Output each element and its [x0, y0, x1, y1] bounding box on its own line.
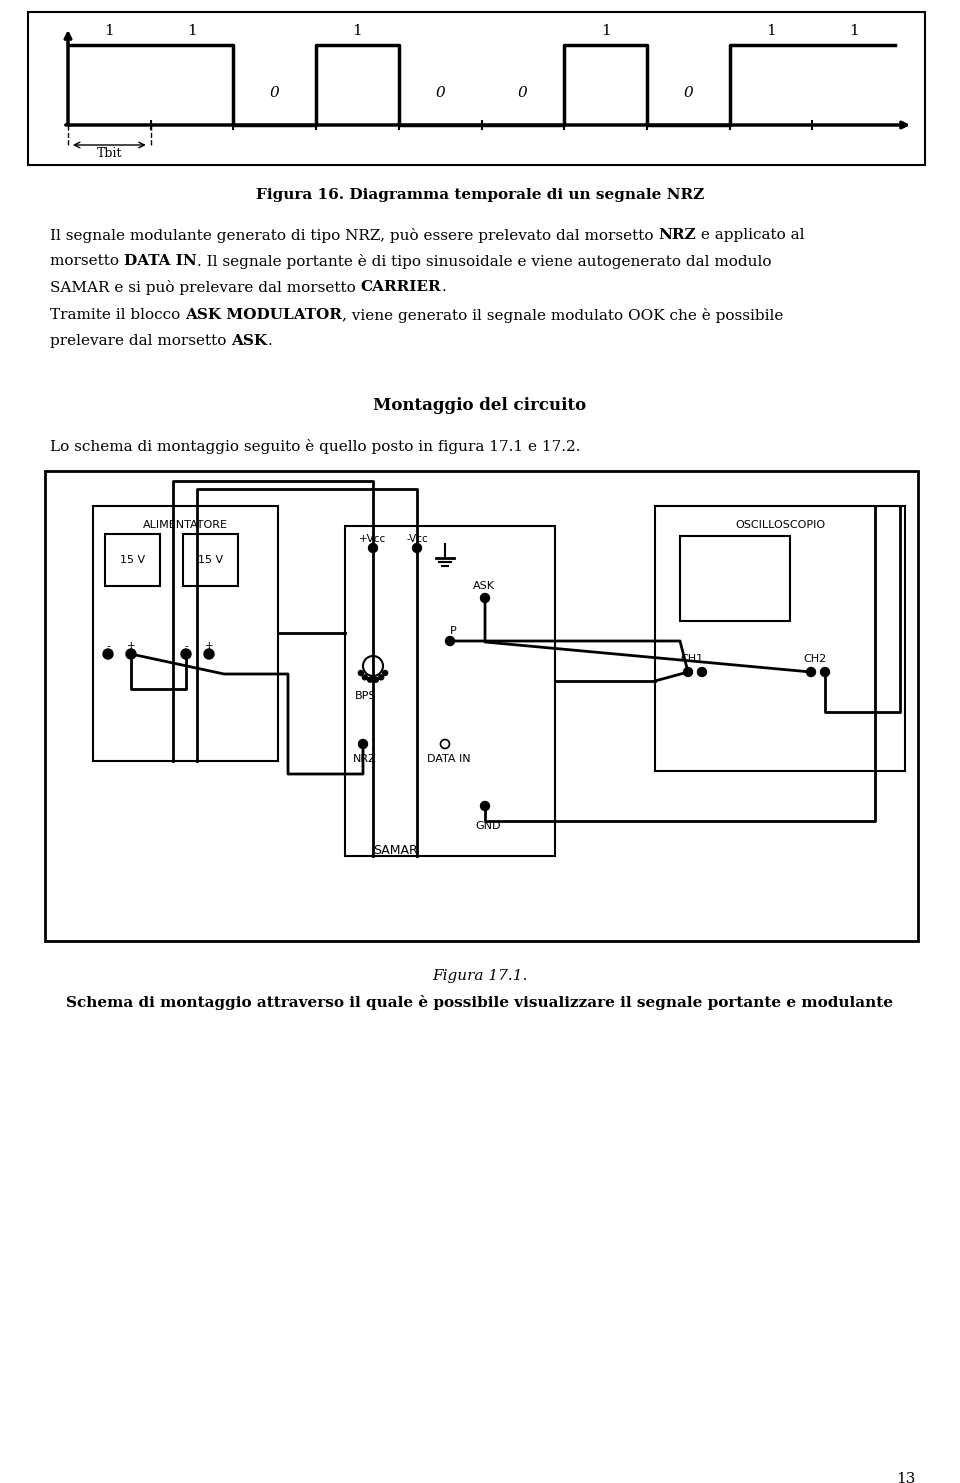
- Text: prelevare dal morsetto: prelevare dal morsetto: [50, 334, 231, 349]
- Text: Montaggio del circuito: Montaggio del circuito: [373, 397, 587, 414]
- Bar: [183, 534, 238, 586]
- Text: P: P: [450, 626, 457, 636]
- Text: DATA IN: DATA IN: [124, 254, 197, 268]
- Text: .: .: [442, 280, 446, 294]
- Circle shape: [358, 670, 364, 675]
- Circle shape: [684, 667, 692, 676]
- Bar: [45, 472, 918, 942]
- Text: CH1: CH1: [680, 654, 703, 664]
- Bar: [655, 506, 905, 771]
- Text: Tbit: Tbit: [97, 147, 122, 160]
- Text: .: .: [268, 334, 272, 349]
- Text: SAMAR e si può prelevare dal morsetto: SAMAR e si può prelevare dal morsetto: [50, 280, 361, 295]
- Bar: [680, 535, 790, 621]
- Text: CH2: CH2: [803, 654, 827, 664]
- Text: Figura 17.1.: Figura 17.1.: [432, 968, 528, 983]
- Text: Il segnale modulante generato di tipo NRZ, può essere prelevato dal morsetto: Il segnale modulante generato di tipo NR…: [50, 228, 659, 243]
- Text: Tramite il blocco: Tramite il blocco: [50, 308, 185, 322]
- Text: -: -: [184, 641, 188, 651]
- Circle shape: [481, 593, 490, 602]
- Text: CARRIER: CARRIER: [361, 280, 442, 294]
- Text: OSCILLOSCOPIO: OSCILLOSCOPIO: [735, 521, 825, 529]
- Text: ALIMENTATORE: ALIMENTATORE: [143, 521, 228, 529]
- Text: 1: 1: [601, 24, 611, 39]
- Text: e applicato al: e applicato al: [696, 228, 804, 242]
- Text: 1: 1: [187, 24, 197, 39]
- Circle shape: [362, 675, 368, 679]
- Circle shape: [358, 740, 368, 749]
- Text: +Vcc: +Vcc: [359, 534, 387, 544]
- Text: Figura 16. Diagramma temporale di un segnale NRZ: Figura 16. Diagramma temporale di un seg…: [256, 188, 704, 202]
- Circle shape: [103, 650, 113, 658]
- Circle shape: [379, 675, 384, 679]
- Text: Lo schema di montaggio seguito è quello posto in figura 17.1 e 17.2.: Lo schema di montaggio seguito è quello …: [50, 439, 581, 454]
- Text: 1: 1: [849, 24, 858, 39]
- Text: 0: 0: [270, 86, 279, 99]
- Circle shape: [368, 678, 372, 682]
- Circle shape: [373, 678, 378, 682]
- Text: -: -: [107, 641, 109, 651]
- Text: morsetto: morsetto: [50, 254, 124, 268]
- Circle shape: [806, 667, 815, 676]
- Text: ASK MODULATOR: ASK MODULATOR: [185, 308, 342, 322]
- Text: 15 V: 15 V: [120, 555, 145, 565]
- Circle shape: [481, 801, 490, 811]
- Text: 0: 0: [435, 86, 445, 99]
- Circle shape: [821, 667, 829, 676]
- Text: 1: 1: [105, 24, 114, 39]
- Bar: [93, 506, 278, 761]
- Circle shape: [698, 667, 707, 676]
- Bar: [345, 526, 555, 856]
- Text: ASK: ASK: [473, 581, 495, 592]
- Bar: [105, 534, 160, 586]
- Circle shape: [181, 650, 191, 658]
- Text: -Vcc: -Vcc: [406, 534, 428, 544]
- Text: Schema di montaggio attraverso il quale è possibile visualizzare il segnale port: Schema di montaggio attraverso il quale …: [66, 995, 894, 1010]
- Text: 1: 1: [766, 24, 776, 39]
- Text: 15 V: 15 V: [198, 555, 223, 565]
- Circle shape: [383, 670, 388, 675]
- Text: NRZ: NRZ: [353, 753, 376, 764]
- Text: GND: GND: [475, 822, 500, 830]
- Circle shape: [445, 636, 454, 645]
- Bar: [28, 12, 925, 165]
- Text: SAMAR: SAMAR: [372, 844, 418, 857]
- Circle shape: [126, 650, 136, 658]
- Text: ASK: ASK: [231, 334, 268, 349]
- Circle shape: [413, 543, 421, 553]
- Text: +: +: [127, 641, 135, 651]
- Text: +: +: [204, 641, 213, 651]
- Text: 0: 0: [684, 86, 693, 99]
- Text: NRZ: NRZ: [659, 228, 696, 242]
- Circle shape: [369, 543, 377, 553]
- Text: 0: 0: [518, 86, 528, 99]
- Text: 1: 1: [352, 24, 362, 39]
- Circle shape: [204, 650, 214, 658]
- Text: 13: 13: [896, 1473, 915, 1483]
- Text: BPS: BPS: [355, 691, 376, 701]
- Text: DATA IN: DATA IN: [427, 753, 470, 764]
- Text: . Il segnale portante è di tipo sinusoidale e viene autogenerato dal modulo: . Il segnale portante è di tipo sinusoid…: [197, 254, 771, 268]
- Text: , viene generato il segnale modulato OOK che è possibile: , viene generato il segnale modulato OOK…: [342, 308, 783, 323]
